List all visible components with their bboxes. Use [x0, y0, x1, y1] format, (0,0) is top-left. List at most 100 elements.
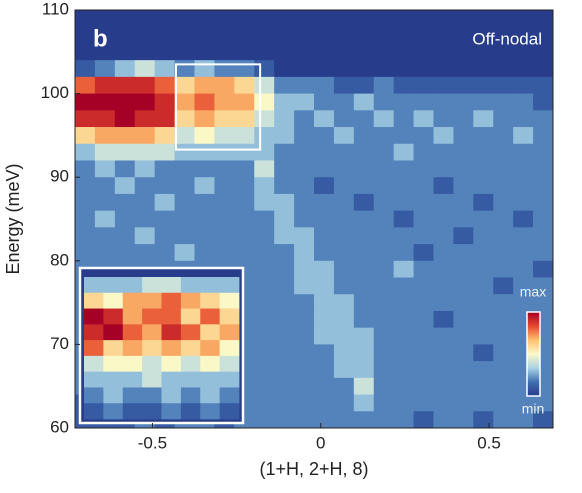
inset-cell — [103, 277, 124, 294]
heat-cell — [513, 193, 534, 212]
heat-cell — [453, 26, 474, 44]
x-tick-label: 0 — [316, 433, 325, 452]
heat-cell — [413, 76, 434, 94]
heat-cell — [493, 244, 514, 262]
x-tick-label: 0.5 — [477, 433, 501, 452]
heat-cell — [473, 26, 494, 44]
heat-cell — [413, 310, 434, 329]
heat-cell — [274, 26, 295, 44]
heat-cell — [274, 411, 295, 429]
heat-cell — [533, 43, 554, 61]
heat-cell — [154, 210, 175, 228]
inset-cell — [219, 355, 240, 373]
heat-cell — [393, 377, 414, 395]
heat-cell — [393, 310, 414, 329]
heat-cell — [274, 177, 295, 195]
heat-cell — [94, 93, 116, 111]
inset-cell — [122, 277, 143, 294]
heat-cell — [453, 60, 474, 78]
heat-cell — [75, 60, 96, 78]
heat-cell — [333, 160, 355, 178]
inset-cell — [142, 355, 162, 373]
inset-cell — [180, 292, 201, 309]
heat-cell — [433, 294, 454, 312]
heat-cell — [413, 361, 434, 379]
heat-cell — [513, 277, 534, 295]
heat-cell — [214, 43, 235, 61]
heat-cell — [154, 193, 175, 212]
heat-cell — [75, 26, 96, 44]
heat-cell — [254, 344, 275, 362]
inset-cell — [84, 371, 104, 388]
heat-cell — [314, 93, 335, 111]
heat-cell — [75, 76, 96, 94]
heat-cell — [473, 210, 494, 228]
heat-cell — [413, 10, 434, 28]
heat-cell — [473, 377, 494, 395]
heat-cell — [114, 10, 136, 28]
heat-cell — [194, 160, 215, 178]
heat-cell — [433, 93, 454, 111]
heat-cell — [473, 277, 494, 295]
heat-cell — [274, 143, 295, 161]
heat-cell — [473, 344, 494, 362]
inset-cell — [161, 387, 182, 404]
heat-cell — [433, 10, 454, 28]
heat-cell — [413, 210, 434, 228]
heat-cell — [114, 160, 136, 178]
heat-cell — [473, 160, 494, 178]
heat-cell — [234, 26, 255, 44]
inset-cell — [161, 324, 182, 341]
inset-cell — [161, 355, 182, 373]
heat-cell — [75, 244, 96, 262]
heat-cell — [373, 310, 395, 329]
heat-cell — [393, 260, 414, 278]
heat-cell — [214, 60, 235, 78]
heat-cell — [294, 411, 315, 429]
heat-cell — [393, 10, 414, 28]
heat-cell — [353, 244, 375, 262]
heat-cell — [513, 394, 534, 412]
heat-cell — [294, 43, 315, 61]
heat-cell — [413, 43, 434, 61]
heat-cell — [294, 277, 315, 295]
heat-cell — [433, 143, 454, 161]
heat-cell — [254, 177, 275, 195]
heat-cell — [333, 26, 355, 44]
heat-cell — [294, 244, 315, 262]
heat-cell — [413, 160, 434, 178]
heat-cell — [214, 193, 235, 212]
heat-cell — [433, 193, 454, 212]
heat-cell — [134, 177, 156, 195]
heat-cell — [413, 394, 434, 412]
inset-cell — [142, 371, 162, 388]
heat-cell — [373, 160, 395, 178]
heat-cell — [333, 193, 355, 212]
inset-cell — [180, 403, 201, 420]
heat-cell — [393, 394, 414, 412]
heat-cell — [274, 244, 295, 262]
heat-cell — [194, 193, 215, 212]
inset-cell — [180, 340, 201, 357]
heat-cell — [314, 143, 335, 161]
heat-cell — [214, 143, 235, 161]
heat-cell — [333, 361, 355, 379]
heat-cell — [254, 411, 275, 429]
heat-cell — [413, 227, 434, 245]
heat-cell — [314, 327, 335, 345]
inset-cell — [103, 387, 124, 404]
heat-cell — [393, 327, 414, 345]
heat-cell — [413, 60, 434, 78]
inset-cell — [161, 308, 182, 325]
heat-cell — [254, 76, 275, 94]
heat-cell — [533, 277, 554, 295]
heat-cell — [473, 143, 494, 161]
inset-cell — [200, 387, 221, 404]
heat-cell — [533, 93, 554, 111]
heat-cell — [294, 177, 315, 195]
heat-cell — [333, 411, 355, 429]
heat-cell — [254, 160, 275, 178]
heat-cell — [174, 10, 195, 28]
inset-cell — [142, 277, 162, 294]
